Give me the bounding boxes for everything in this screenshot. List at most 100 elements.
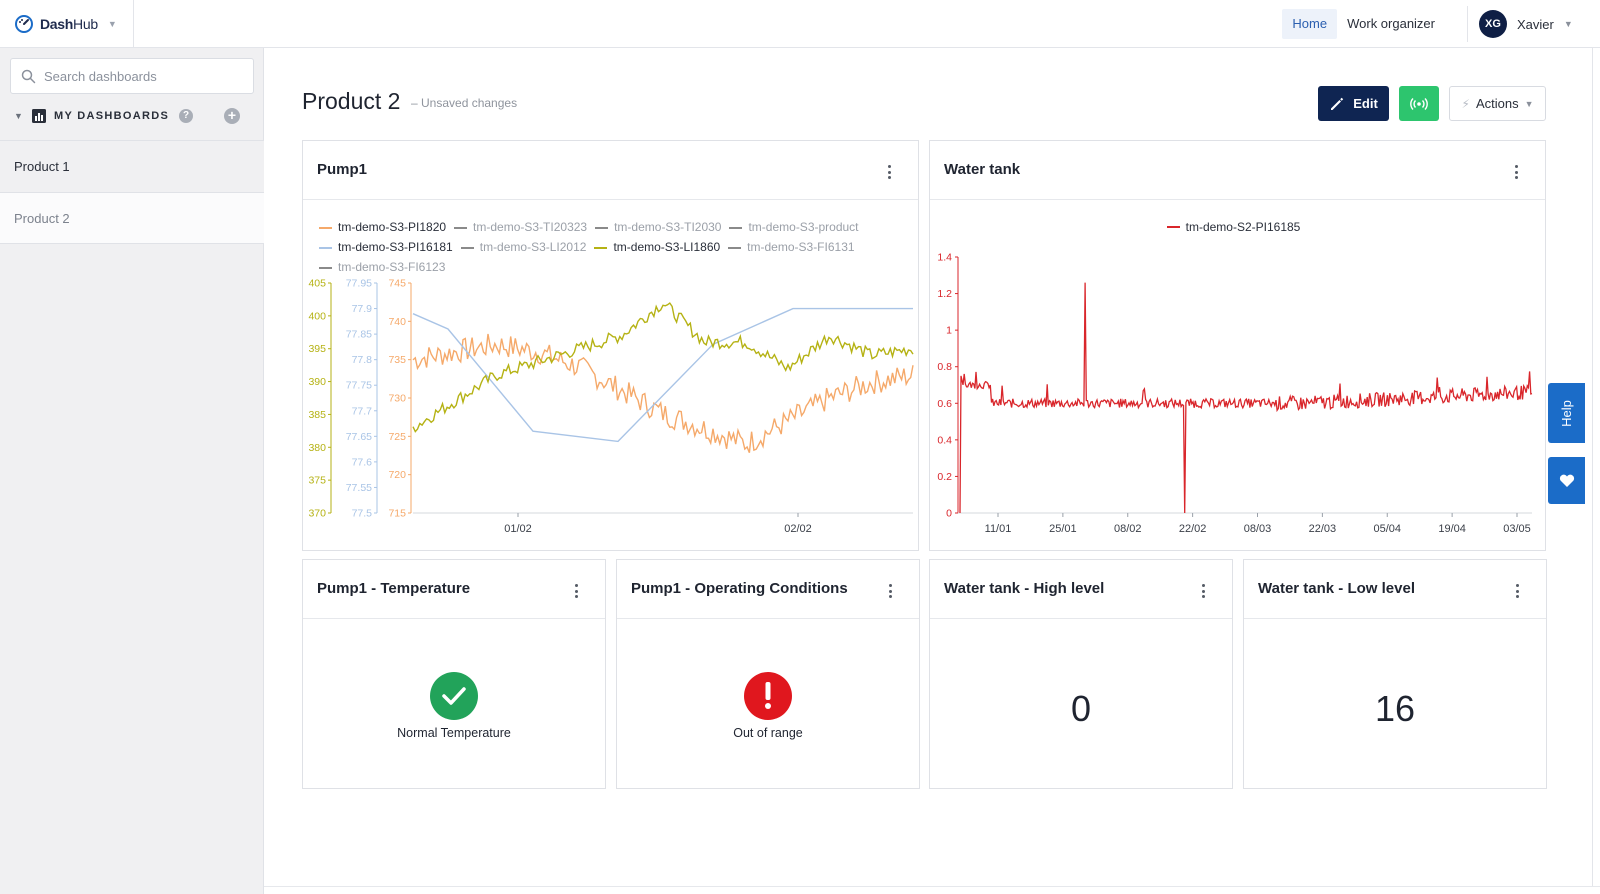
widget-title: Pump1 - Operating Conditions <box>631 580 848 597</box>
kebab-menu-icon[interactable] <box>573 582 579 600</box>
y-tick-label: 385 <box>308 409 326 421</box>
y-tick-label: 77.8 <box>352 354 373 366</box>
broadcast-icon <box>1410 97 1428 110</box>
series-line <box>412 307 913 443</box>
legend-item[interactable]: tm-demo-S3-product <box>729 219 859 237</box>
status-display: Out of range <box>617 672 919 740</box>
legend-swatch <box>319 266 332 269</box>
y-tick-label: 0.6 <box>937 398 952 410</box>
widget-title: Water tank - Low level <box>1258 580 1415 597</box>
legend-item[interactable]: tm-demo-S3-LI1860 <box>594 239 720 257</box>
divider <box>133 0 134 48</box>
kebab-menu-icon[interactable] <box>1513 163 1519 181</box>
y-tick-label: 740 <box>388 316 406 328</box>
y-tick-label: 0.4 <box>937 434 952 446</box>
actions-button[interactable]: ⚡ Actions ▼ <box>1449 86 1546 121</box>
x-tick-label: 01/02 <box>504 523 532 535</box>
divider <box>1467 6 1468 42</box>
legend-item[interactable]: tm-demo-S3-FI6123 <box>319 259 445 277</box>
footer-divider <box>264 886 1600 894</box>
my-dashboards-header[interactable]: ▼ MY DASHBOARDS ? + <box>14 106 250 126</box>
nav-home[interactable]: Home <box>1282 9 1338 39</box>
legend-swatch <box>319 227 332 229</box>
y-tick-label: 77.5 <box>352 508 373 520</box>
kebab-menu-icon[interactable] <box>887 582 893 600</box>
x-tick-label: 05/04 <box>1373 523 1401 535</box>
water-tank-low-level-widget: Water tank - Low level 16 <box>1243 559 1547 789</box>
user-menu[interactable]: XG Xavier ▼ <box>1479 10 1573 38</box>
x-tick-label: 02/02 <box>784 523 812 535</box>
legend-item[interactable]: tm-demo-S3-TI20323 <box>454 219 587 237</box>
status-display: Normal Temperature <box>303 672 605 740</box>
x-tick-label: 19/04 <box>1438 523 1466 535</box>
help-tab-label: Help <box>1559 399 1574 427</box>
y-tick-label: 0 <box>946 508 952 520</box>
series-line <box>412 333 914 453</box>
water-tank-line-chart: 1.4 1.2 1 0.8 0.6 0.4 0.2 0 11/01 25/01 08/02 22/02… <box>937 252 1533 535</box>
top-bar: DashHub ▼ Home Work organizer XG Xavier … <box>0 0 1600 48</box>
legend-item[interactable]: tm-demo-S3-TI2030 <box>595 219 721 237</box>
kebab-menu-icon[interactable] <box>886 163 892 181</box>
y-tick-label: 400 <box>308 310 326 322</box>
pencil-icon <box>1331 97 1344 110</box>
legend-label: tm-demo-S3-PI16181 <box>338 240 453 254</box>
add-dashboard-icon[interactable]: + <box>224 108 240 124</box>
sidebar: ▼ MY DASHBOARDS ? + Product 1 Product 2 <box>0 48 264 894</box>
kebab-menu-icon[interactable] <box>1200 582 1206 600</box>
x-tick-label: 08/02 <box>1114 523 1142 535</box>
y-tick-label: 380 <box>308 442 326 454</box>
legend-item[interactable]: tm-demo-S3-LI2012 <box>460 239 586 257</box>
widget-header: Pump1 - Temperature <box>303 560 605 619</box>
live-toggle-button[interactable] <box>1399 86 1439 121</box>
y-tick-label: 720 <box>388 469 406 481</box>
legend-item[interactable]: tm-demo-S2-PI16185 <box>1166 220 1300 234</box>
status-text: Normal Temperature <box>397 726 511 740</box>
unsaved-changes-label: – Unsaved changes <box>411 96 518 110</box>
legend-label: tm-demo-S3-LI1860 <box>613 240 721 254</box>
kebab-menu-icon[interactable] <box>1514 582 1520 600</box>
y-tick-label: 390 <box>308 376 326 388</box>
x-tick-label: 08/03 <box>1244 523 1272 535</box>
y-tick-label: 715 <box>388 508 406 520</box>
search-icon <box>21 69 36 83</box>
widget-title: Pump1 <box>317 161 368 178</box>
legend-label: tm-demo-S3-TI2030 <box>614 220 722 235</box>
sidebar-item-product-1[interactable]: Product 1 <box>0 140 264 192</box>
legend-item[interactable]: tm-demo-S3-PI1820 <box>319 219 446 237</box>
user-name: Xavier <box>1517 16 1554 32</box>
app-logo[interactable]: DashHub ▼ <box>14 12 117 36</box>
series-line <box>959 282 1533 514</box>
legend-label: tm-demo-S3-PI1820 <box>338 220 447 235</box>
kpi-value: 0 <box>1070 688 1092 729</box>
widget-header: Water tank <box>930 141 1545 200</box>
y-tick-label: 735 <box>388 354 406 366</box>
check-icon <box>430 672 478 720</box>
y-tick-label: 0.8 <box>937 361 952 373</box>
widget-header: Water tank - High level <box>930 560 1232 619</box>
favorite-tab[interactable] <box>1548 457 1585 504</box>
nav-work-organizer[interactable]: Work organizer <box>1347 16 1435 31</box>
pump1-operating-conditions-widget: Pump1 - Operating Conditions Out of rang… <box>616 559 920 789</box>
legend-label: tm-demo-S3-FI6131 <box>747 240 855 254</box>
edit-button[interactable]: Edit <box>1318 86 1389 121</box>
sidebar-item-product-2[interactable]: Product 2 <box>0 192 264 244</box>
pump1-line-chart: 405 400 395 390 385 380 375 370 77.95 77.9 77.85 77… <box>308 278 914 535</box>
y-tick-label: 745 <box>388 278 406 290</box>
widget-header: Pump1 - Operating Conditions <box>617 560 919 619</box>
y-tick-label: 405 <box>308 278 326 290</box>
legend-item[interactable]: tm-demo-S3-PI16181 <box>319 239 453 257</box>
y-tick-label: 730 <box>388 393 406 405</box>
y-tick-label: 1 <box>946 325 952 337</box>
help-icon[interactable]: ? <box>179 109 194 123</box>
x-tick-label: 03/05 <box>1503 523 1531 535</box>
search-box[interactable] <box>10 58 254 94</box>
caret-down-icon[interactable]: ▼ <box>14 111 23 121</box>
dashboard-chart-icon <box>32 109 46 123</box>
chevron-down-icon: ▼ <box>1524 98 1534 109</box>
x-tick-label: 22/03 <box>1309 523 1337 535</box>
search-input[interactable] <box>44 68 234 84</box>
help-tab[interactable]: Help <box>1548 383 1585 443</box>
legend-item[interactable]: tm-demo-S3-FI6131 <box>728 239 855 257</box>
y-tick-label: 77.55 <box>346 482 372 494</box>
kpi-value: 16 <box>1374 688 1416 729</box>
